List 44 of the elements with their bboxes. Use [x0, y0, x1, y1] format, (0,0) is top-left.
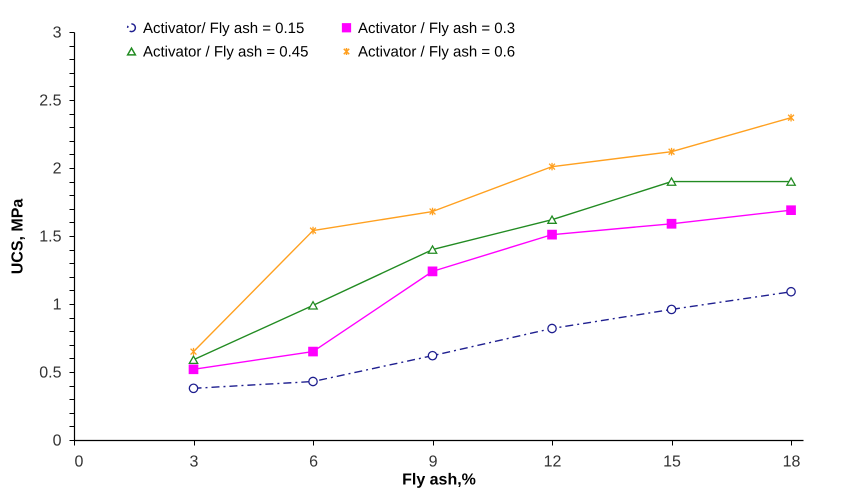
point — [547, 230, 557, 240]
point — [188, 355, 198, 364]
point — [547, 324, 557, 334]
y-tick-label: 1.5 — [39, 228, 62, 246]
legend-label: Activator / Fly ash = 0.45 — [143, 44, 308, 60]
y-tick-label: 0 — [52, 432, 62, 450]
legend-label: Activator / Fly ash = 0.6 — [358, 44, 516, 60]
x-axis-title: Fly ash,% — [402, 472, 476, 488]
point — [668, 147, 676, 156]
point — [188, 383, 198, 394]
point — [548, 162, 556, 172]
point — [308, 346, 318, 356]
y-tick-label: 2.5 — [39, 92, 62, 110]
point — [309, 226, 317, 235]
y-tick-label: 2 — [52, 160, 62, 178]
y-tick-label: 3 — [52, 24, 62, 42]
point — [308, 376, 318, 386]
x-tick-label: 3 — [190, 454, 199, 470]
point — [666, 304, 676, 314]
point — [428, 245, 438, 254]
point — [308, 301, 318, 310]
point — [190, 347, 198, 356]
y-axis-title: UCS, MPa — [9, 198, 26, 274]
point — [666, 218, 676, 229]
x-tick-label: 12 — [544, 454, 562, 470]
point — [666, 177, 676, 186]
x-tick-label: 18 — [782, 454, 801, 470]
point — [428, 266, 438, 276]
x-tick-label: 6 — [309, 454, 318, 470]
point — [547, 215, 557, 224]
point — [786, 205, 796, 215]
x-tick-label: 9 — [428, 454, 438, 470]
legend-label: Activator/ Fly ash = 0.15 — [143, 20, 304, 37]
y-tick-label: 0.5 — [39, 364, 62, 382]
y-tick-label: 1 — [52, 296, 62, 314]
point — [786, 286, 796, 297]
x-tick-label: 0 — [74, 454, 84, 470]
point — [428, 350, 438, 361]
point — [786, 177, 796, 186]
legend-label: Activator / Fly ash = 0.3 — [358, 20, 516, 37]
x-tick-label: 15 — [663, 454, 682, 470]
point — [428, 207, 436, 216]
point — [188, 364, 198, 374]
point — [787, 113, 795, 122]
